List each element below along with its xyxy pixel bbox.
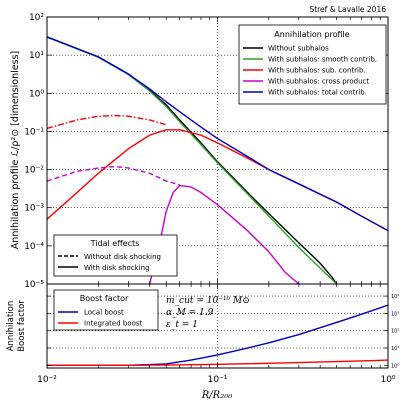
annotation-alpha: α_M = 1.9: [166, 308, 214, 318]
series-line: [47, 36, 388, 232]
bottom-y-axis-label-line2: Boost factor: [17, 300, 27, 352]
top-y-tick-label: 10⁻¹: [24, 127, 44, 137]
top-y-tick-label: 10²: [29, 13, 44, 23]
annotation-mcut: m_cut = 10⁻¹⁰ M⊙: [166, 296, 250, 306]
x-axis-label: R/R₂₀₀: [201, 390, 232, 401]
annihilation-legend-title: Annihilation profile: [274, 30, 349, 39]
bottom-series-lines: [47, 304, 388, 367]
top-series-lines: [47, 36, 388, 284]
series-line: [47, 114, 167, 130]
top-y-tick-label: 10⁻⁵: [24, 280, 44, 290]
top-y-tick-label: 10⁻³: [24, 204, 44, 214]
legend-entry-label: With subhalos: cross product: [268, 78, 369, 86]
boost-legend: Boost factor Local boost Integrated boost: [53, 289, 159, 331]
x-tick-label: 10⁻²: [37, 375, 57, 385]
series-line: [148, 184, 300, 284]
top-y-tick-label: 10⁻⁴: [24, 242, 44, 252]
top-y-tick-label: 10⁰: [29, 89, 44, 99]
bottom-y-tick-label: 10⁰: [391, 363, 399, 369]
bottom-y-tick-label: 10³: [391, 311, 399, 317]
parameter-annotation: m_cut = 10⁻¹⁰ M⊙ α_M = 1.9 ε_t = 1: [166, 296, 250, 330]
top-y-tick-label: 10¹: [29, 51, 44, 61]
tidal-legend-title: Tidal effects: [90, 239, 140, 248]
annihilation-legend: Annihilation profile Without subhalos Wit…: [238, 24, 387, 105]
bottom-y-tick-label: 10¹: [391, 346, 399, 352]
top-y-axis-label: Annihilation profile ℒ/ρ²⊙ [dimensionles…: [10, 51, 21, 249]
series-line: [47, 304, 388, 367]
bottom-ticks: 10⁻² 10⁻¹ 10⁰ 10⁰ 10¹ 10² 10³ 10⁴: [37, 17, 399, 385]
bottom-y-tick-label: 10⁴: [391, 294, 399, 300]
tidal-legend-entry-solid: With disk shocking: [84, 264, 150, 272]
bottom-grid: [47, 284, 388, 368]
tidal-legend: Tidal effects Without disk shocking With…: [53, 234, 178, 277]
bottom-y-axis-label-line1: Annihilation: [6, 301, 16, 352]
legend-entry-label: With subhalos: sub. contrib.: [268, 67, 366, 75]
series-line: [47, 165, 180, 186]
top-y-tick-label: 10⁻²: [24, 166, 44, 176]
top-grid: [47, 17, 388, 284]
x-tick-label: 10⁻¹: [208, 375, 228, 385]
legend-entry-label: With subhalos: total contrib.: [268, 89, 367, 97]
top-ticks: 10⁻⁵ 10⁻⁴ 10⁻³ 10⁻² 10⁻¹ 10⁰ 10¹ 10²: [24, 13, 388, 368]
tidal-legend-entry-dashed: Without disk shocking: [84, 253, 161, 261]
legend-entry-label: Integrated boost: [84, 320, 143, 328]
legend-entry-label: With subhalos: smooth contrib.: [268, 56, 377, 64]
legend-entry-label: Without subhalos: [268, 45, 329, 53]
bottom-y-tick-label: 10²: [391, 329, 399, 335]
x-tick-label: 10⁰: [380, 375, 395, 385]
credit-text: Stref & Lavalle 2016: [309, 5, 386, 14]
annotation-epsilon: ε_t = 1: [166, 320, 198, 330]
series-line: [47, 359, 388, 367]
boost-legend-title: Boost factor: [80, 294, 129, 303]
legend-entry-label: Local boost: [84, 309, 124, 317]
